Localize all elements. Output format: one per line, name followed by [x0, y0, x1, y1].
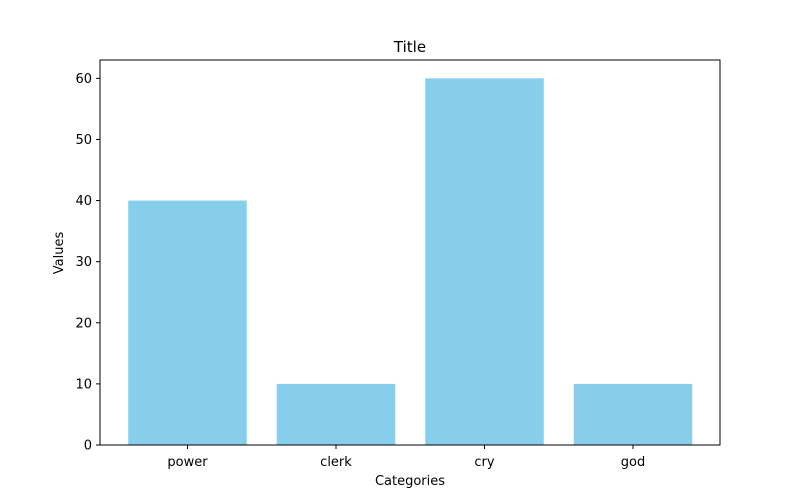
- y-ticks-group: 0 10 20 30 40 50 60: [75, 72, 100, 454]
- x-tick-label: clerk: [320, 455, 352, 470]
- bar-power: [128, 200, 247, 445]
- y-tick-label: 20: [75, 316, 92, 331]
- x-tick-label: god: [621, 455, 645, 470]
- y-tick-label: 30: [75, 255, 92, 270]
- y-tick-label: 0: [84, 439, 92, 454]
- y-tick-label: 40: [75, 194, 92, 209]
- x-tick-label: cry: [474, 455, 494, 470]
- bar-god: [573, 383, 693, 445]
- y-tick-label: 50: [75, 133, 92, 148]
- x-tick-label: power: [167, 455, 208, 470]
- bar-clerk: [276, 383, 396, 445]
- y-tick-label: 10: [75, 377, 92, 392]
- x-axis-label: Categories: [375, 474, 445, 489]
- bars-group: [128, 78, 693, 445]
- chart-title: Title: [393, 38, 426, 56]
- bar-cry: [425, 78, 544, 445]
- plot-area-frame: [99, 59, 721, 446]
- x-ticks-group: power clerk cry god: [167, 445, 645, 470]
- y-tick-label: 60: [75, 72, 92, 87]
- y-axis-label: Values: [52, 232, 67, 275]
